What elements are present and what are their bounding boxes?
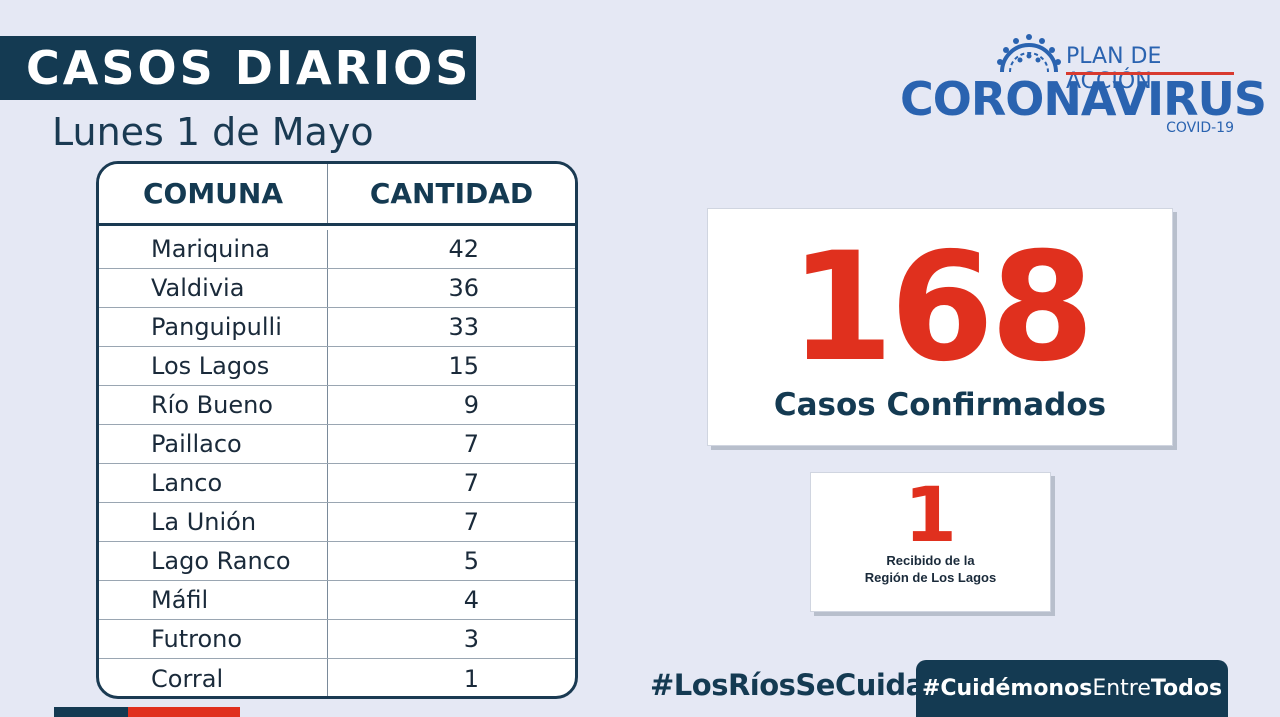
title-banner: CASOS DIARIOS: [0, 36, 476, 100]
cantidad-cell: 7: [463, 430, 479, 458]
table-row: Lanco 7: [99, 464, 575, 503]
cantidad-cell: 3: [463, 625, 479, 653]
bottom-accent-bar: [54, 707, 240, 717]
confirmed-card: 168 Casos Confirmados: [707, 208, 1173, 446]
cantidad-cell: 5: [463, 547, 479, 575]
comuna-cell: Lanco: [99, 464, 328, 502]
comuna-cell: Mariquina: [99, 230, 328, 268]
cantidad-cell: 15: [448, 352, 479, 380]
cantidad-cell: 36: [448, 274, 479, 302]
confirmed-value: 168: [789, 221, 1094, 395]
date-subtitle: Lunes 1 de Mayo: [52, 110, 374, 154]
page-title: CASOS DIARIOS: [26, 41, 472, 95]
accent-red: [128, 707, 240, 717]
hashtag-part-c: Todos: [1150, 676, 1223, 701]
comuna-cell: Lago Ranco: [99, 542, 328, 580]
comuna-cell: Corral: [99, 659, 328, 696]
hashtag-part-b: Entre: [1092, 676, 1151, 701]
cases-table: COMUNA CANTIDAD Mariquina 42 Valdivia 36 P…: [96, 161, 578, 699]
accent-navy: [54, 707, 128, 717]
table-row: Máfil 4: [99, 581, 575, 620]
comuna-cell: Valdivia: [99, 269, 328, 307]
cantidad-cell: 1: [463, 664, 479, 693]
comuna-cell: Paillaco: [99, 425, 328, 463]
received-value: 1: [904, 470, 957, 559]
comuna-cell: Futrono: [99, 620, 328, 658]
logo-divider: [1066, 72, 1234, 75]
table-row: Panguipulli 33: [99, 308, 575, 347]
table-row: Los Lagos 15: [99, 347, 575, 386]
received-label-line2: Región de Los Lagos: [864, 569, 997, 585]
logo-name: CORONAVIRUS: [900, 72, 1267, 126]
header-cantidad: CANTIDAD: [369, 177, 534, 210]
comuna-cell: Río Bueno: [99, 386, 328, 424]
table-header: COMUNA CANTIDAD: [99, 164, 575, 226]
table-row: Río Bueno 9: [99, 386, 575, 425]
comuna-cell: La Unión: [99, 503, 328, 541]
logo-sub: COVID-19: [1166, 120, 1234, 136]
cantidad-cell: 42: [448, 235, 479, 263]
hashtag-part-a: #Cuidémonos: [921, 676, 1093, 701]
header-comuna: COMUNA: [99, 164, 328, 223]
table-row: Corral 1: [99, 659, 575, 696]
table-row: Paillaco 7: [99, 425, 575, 464]
table-row: Futrono 3: [99, 620, 575, 659]
received-label-line1: Recibido de la: [886, 553, 975, 568]
cantidad-cell: 4: [463, 586, 479, 614]
hashtag-cuidemonos: #Cuidémonos Entre Todos: [916, 660, 1228, 717]
comuna-cell: Máfil: [99, 581, 328, 619]
confirmed-label: Casos Confirmados: [773, 387, 1107, 423]
received-card: 1 Recibido de la Región de Los Lagos: [810, 472, 1051, 612]
hashtag-los-rios: #LosRíosSeCuida: [650, 668, 925, 702]
table-row: Valdivia 36: [99, 269, 575, 308]
comuna-cell: Los Lagos: [99, 347, 328, 385]
coronavirus-logo: PLAN DE ACCIÓN CORONAVIRUS COVID-19: [900, 32, 1267, 142]
received-label: Recibido de la Región de Los Lagos: [811, 553, 1050, 587]
cantidad-cell: 9: [463, 391, 479, 419]
cantidad-cell: 7: [463, 508, 479, 536]
cantidad-cell: 33: [448, 313, 479, 341]
table-row: La Unión 7: [99, 503, 575, 542]
table-row: Lago Ranco 5: [99, 542, 575, 581]
comuna-cell: Panguipulli: [99, 308, 328, 346]
table-row: Mariquina 42: [99, 230, 575, 269]
cantidad-cell: 7: [463, 469, 479, 497]
virus-icon: [997, 34, 1061, 73]
table-body: Mariquina 42 Valdivia 36 Panguipulli 33 Los…: [99, 226, 575, 696]
